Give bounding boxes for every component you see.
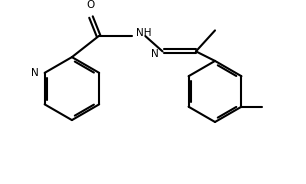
Text: N: N — [31, 68, 39, 78]
Text: O: O — [87, 0, 95, 10]
Text: N: N — [151, 49, 159, 59]
Text: NH: NH — [136, 28, 151, 38]
